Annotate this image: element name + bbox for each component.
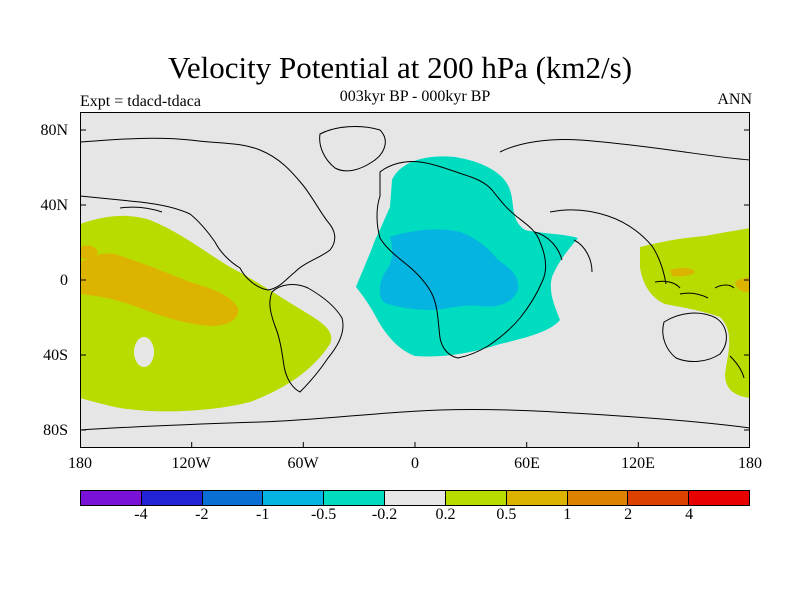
- dateline-blob: [80, 245, 98, 259]
- colorbar-label: -4: [134, 506, 148, 523]
- colorbar-label: -1: [256, 506, 270, 523]
- neutral-hole: [134, 337, 154, 367]
- lon-label-120w: 120W: [171, 455, 211, 472]
- season-label: ANN: [717, 91, 752, 108]
- lat-label-80n: 80N: [40, 122, 68, 139]
- chart-title: Velocity Potential at 200 hPa (km2/s): [167, 50, 633, 85]
- colorbar-box: [263, 491, 325, 505]
- colorbar-box: [567, 491, 629, 505]
- lon-label-60e: 60E: [514, 455, 540, 472]
- lat-label-80s: 80S: [43, 422, 68, 439]
- lat-label-0: 0: [60, 272, 68, 289]
- map-svg: [80, 112, 750, 448]
- coastlines: [80, 126, 750, 431]
- central-africa-core: [379, 229, 519, 310]
- lat-label-40s: 40S: [43, 347, 68, 364]
- chart-subtitle: 003kyr BP - 000kyr BP: [339, 88, 491, 105]
- colorbar-box: [628, 491, 690, 505]
- colorbar-box: [689, 491, 749, 505]
- experiment-label: Expt = tdacd-tdaca: [80, 93, 201, 110]
- western-pacific-region: [640, 228, 750, 398]
- western-pacific-band: [670, 267, 750, 293]
- colorbar-box: [81, 491, 142, 505]
- lon-label-60w: 60W: [287, 455, 319, 472]
- map-panel: [80, 112, 750, 448]
- colorbar-label: 2: [624, 506, 633, 523]
- lon-label-0: 0: [411, 455, 419, 472]
- colorbar-box: [385, 491, 446, 505]
- colorbar-label: 4: [685, 506, 694, 523]
- colorbar: [80, 490, 750, 506]
- lon-label-180w: 180: [68, 455, 92, 472]
- colorbar-label: -2: [195, 506, 209, 523]
- colorbar-box: [445, 491, 507, 505]
- lon-label-120e: 120E: [621, 455, 655, 472]
- colorbar-box: [506, 491, 568, 505]
- tick-marks: [80, 129, 750, 448]
- central-pacific-band: [80, 253, 239, 326]
- colorbar-label: 0.2: [435, 506, 456, 523]
- colorbar-label: 1: [563, 506, 572, 523]
- colorbar-box: [141, 491, 203, 505]
- colorbar-label: -0.5: [310, 506, 337, 523]
- lat-label-40n: 40N: [40, 197, 68, 214]
- colorbar-label: 0.5: [496, 506, 517, 523]
- colorbar-box: [324, 491, 386, 505]
- colorbar-box: [202, 491, 264, 505]
- lon-label-180e: 180: [738, 455, 762, 472]
- colorbar-label: -0.2: [371, 506, 398, 523]
